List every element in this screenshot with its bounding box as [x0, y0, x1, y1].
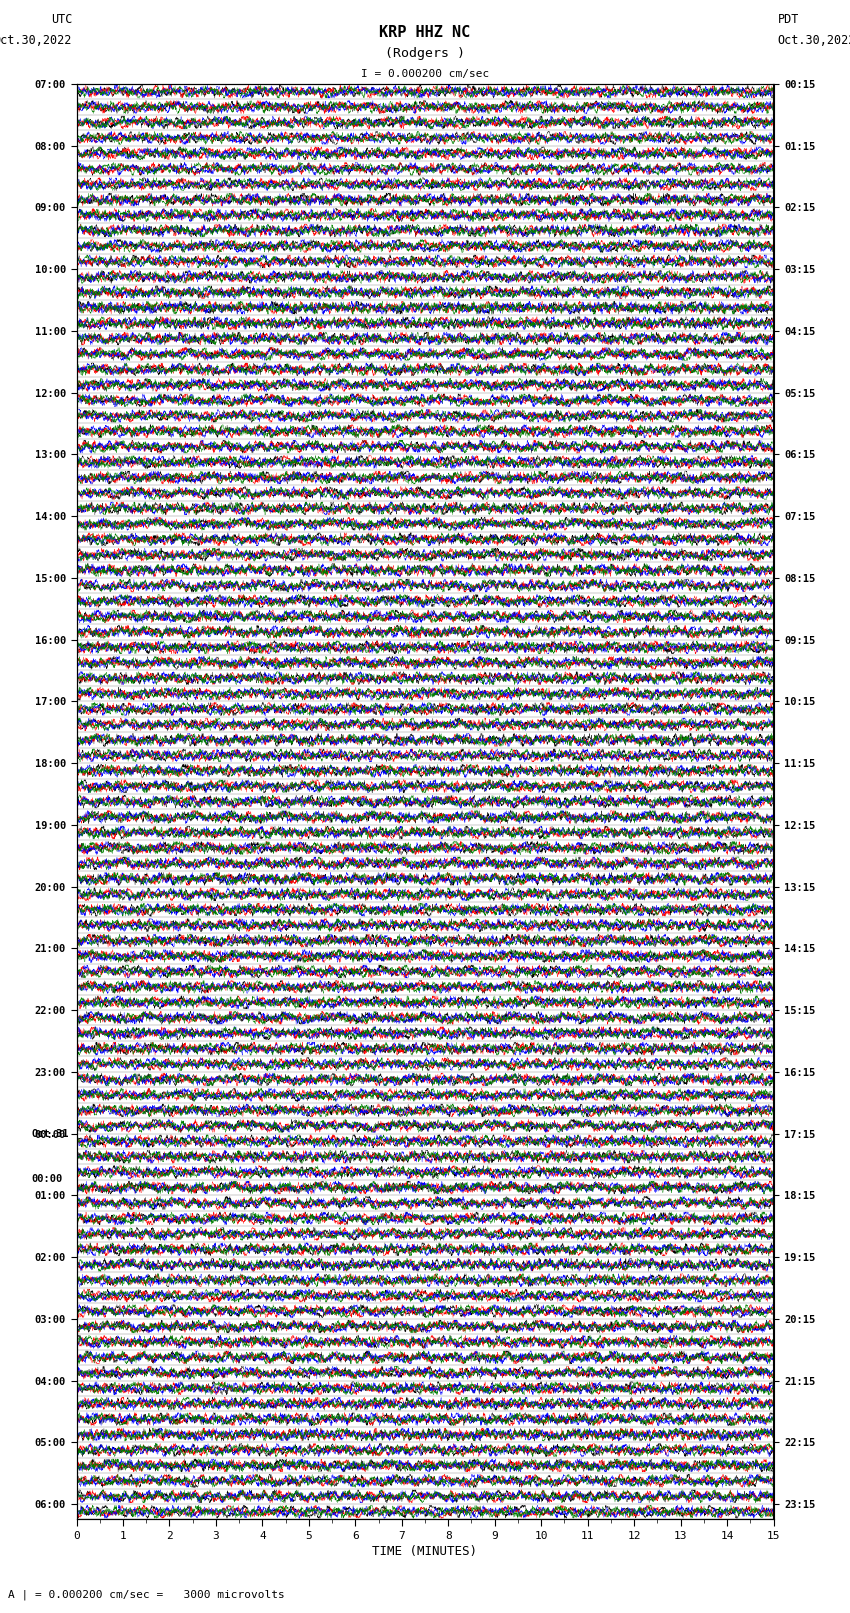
- Text: 00:00: 00:00: [31, 1174, 62, 1184]
- Text: I = 0.000200 cm/sec: I = 0.000200 cm/sec: [361, 69, 489, 79]
- Text: Oct.31: Oct.31: [31, 1129, 69, 1139]
- Text: PDT: PDT: [778, 13, 799, 26]
- Text: (Rodgers ): (Rodgers ): [385, 47, 465, 60]
- Text: Oct.30,2022: Oct.30,2022: [778, 34, 850, 47]
- X-axis label: TIME (MINUTES): TIME (MINUTES): [372, 1545, 478, 1558]
- Text: Oct.30,2022: Oct.30,2022: [0, 34, 72, 47]
- Text: A | = 0.000200 cm/sec =   3000 microvolts: A | = 0.000200 cm/sec = 3000 microvolts: [8, 1589, 286, 1600]
- Text: UTC: UTC: [51, 13, 72, 26]
- Text: KRP HHZ NC: KRP HHZ NC: [379, 26, 471, 40]
